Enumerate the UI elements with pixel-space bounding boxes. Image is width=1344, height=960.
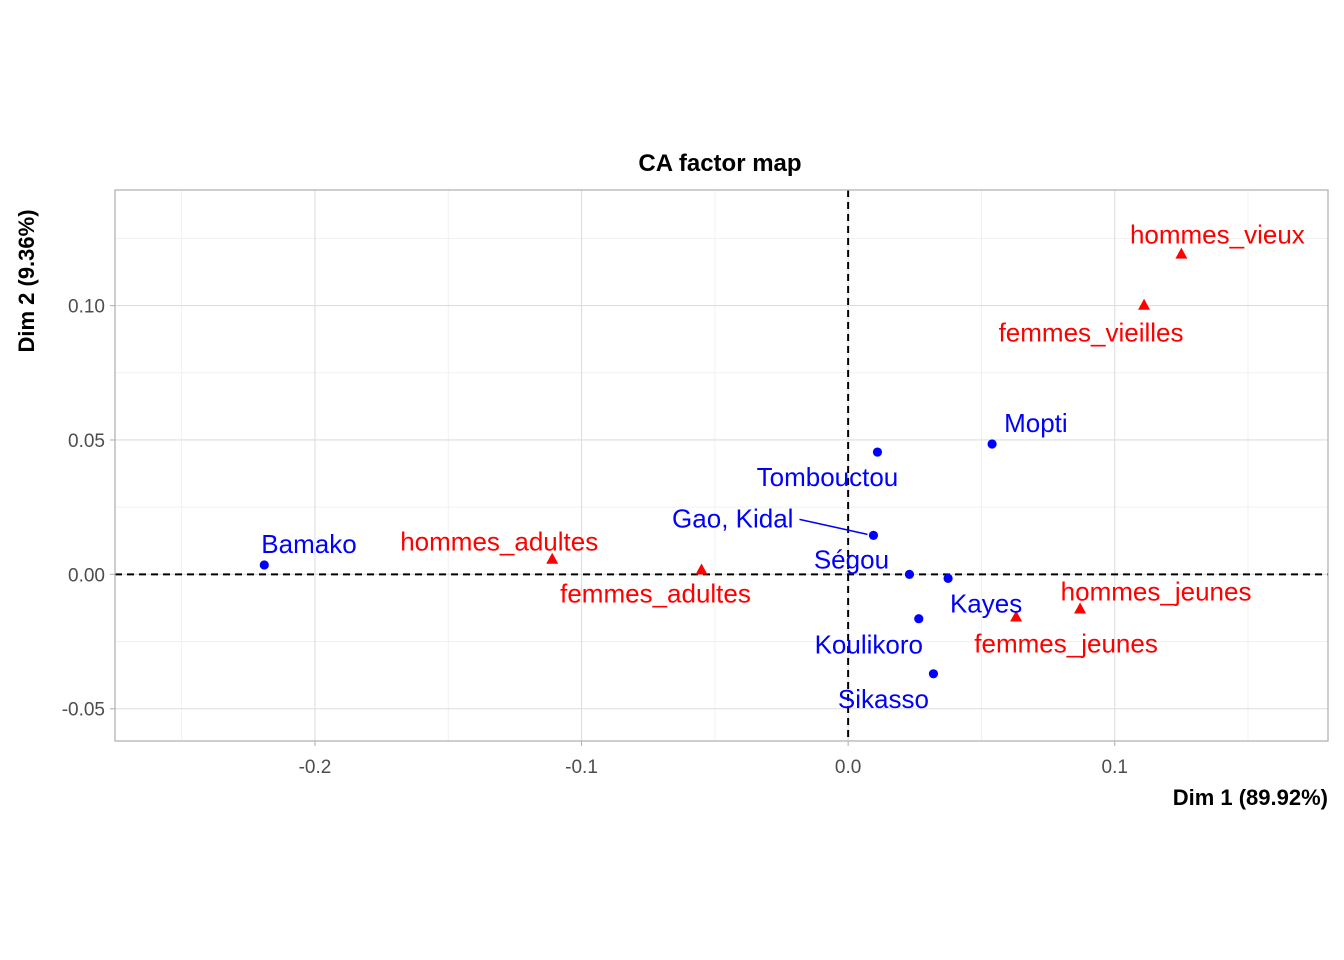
y-axis: -0.05 0.00 0.05 0.10 [62,297,115,721]
connector-gao-kidal [799,518,868,536]
row-point-kayes [943,573,953,583]
point-label-kayes: Kayes [950,588,1022,618]
row-point-s-gou [904,569,915,579]
x-axis: -0.2 -0.1 0.0 0.1 [299,741,1128,778]
plot-area: Bamako Mopti Tombouctou Gao, Kidal Ségou Kaye… [114,189,1329,742]
x-axis-title: Dim 1 (89.92%) [1173,785,1328,810]
x-tick-label: -0.2 [299,757,332,778]
row-point-tombouctou [872,447,883,457]
point-label-sikasso: Sikasso [838,684,929,714]
chart-title: CA factor map [638,150,801,177]
panel-border [114,189,1329,742]
row-point-sikasso [928,669,939,679]
row-point-bamako [259,560,269,570]
x-tick-label: 0.0 [835,757,861,778]
column-point-hommes-adultes [546,552,559,564]
y-tick-label: 0.00 [68,565,105,586]
point-labels: Bamako Mopti Tombouctou Gao, Kidal Ségou Kaye… [261,220,1305,714]
point-label-s-gou: Ségou [814,544,889,574]
point-label-hommes-adultes: hommes_adultes [400,527,598,557]
point-label-tombouctou: Tombouctou [757,462,899,492]
x-tick-label: -0.1 [565,757,598,778]
point-label-femmes-jeunes: femmes_jeunes [974,628,1158,658]
label-connectors [799,518,868,536]
point-label-bamako: Bamako [261,529,356,559]
point-label-hommes-jeunes: hommes_jeunes [1061,576,1252,606]
row-point-gao-kidal [868,530,879,540]
x-tick-label: 0.1 [1102,757,1128,778]
point-label-koulikoro: Koulikoro [815,630,923,660]
column-point-femmes-adultes [695,563,708,575]
column-point-femmes-jeunes [1010,610,1023,622]
point-label-femmes-adultes: femmes_adultes [560,578,751,608]
point-label-gao-kidal: Gao, Kidal [672,503,793,533]
point-label-femmes-vieilles: femmes_vieilles [999,318,1184,348]
point-label-hommes-vieux: hommes_vieux [1130,220,1305,250]
y-tick-label: 0.10 [68,297,105,318]
column-point-hommes-jeunes [1074,602,1087,614]
y-tick-label: -0.05 [62,700,105,721]
y-tick-label: 0.05 [68,431,105,452]
grid [115,190,1328,741]
column-point-hommes-vieux [1175,247,1188,259]
data-points [259,247,1188,679]
row-point-koulikoro [914,614,924,624]
y-axis-title: Dim 2 (9.36%) [14,209,39,352]
reference-lines [115,190,1328,741]
row-point-mopti [987,439,997,449]
column-point-femmes-vieilles [1138,298,1151,310]
point-label-mopti: Mopti [1004,408,1068,438]
